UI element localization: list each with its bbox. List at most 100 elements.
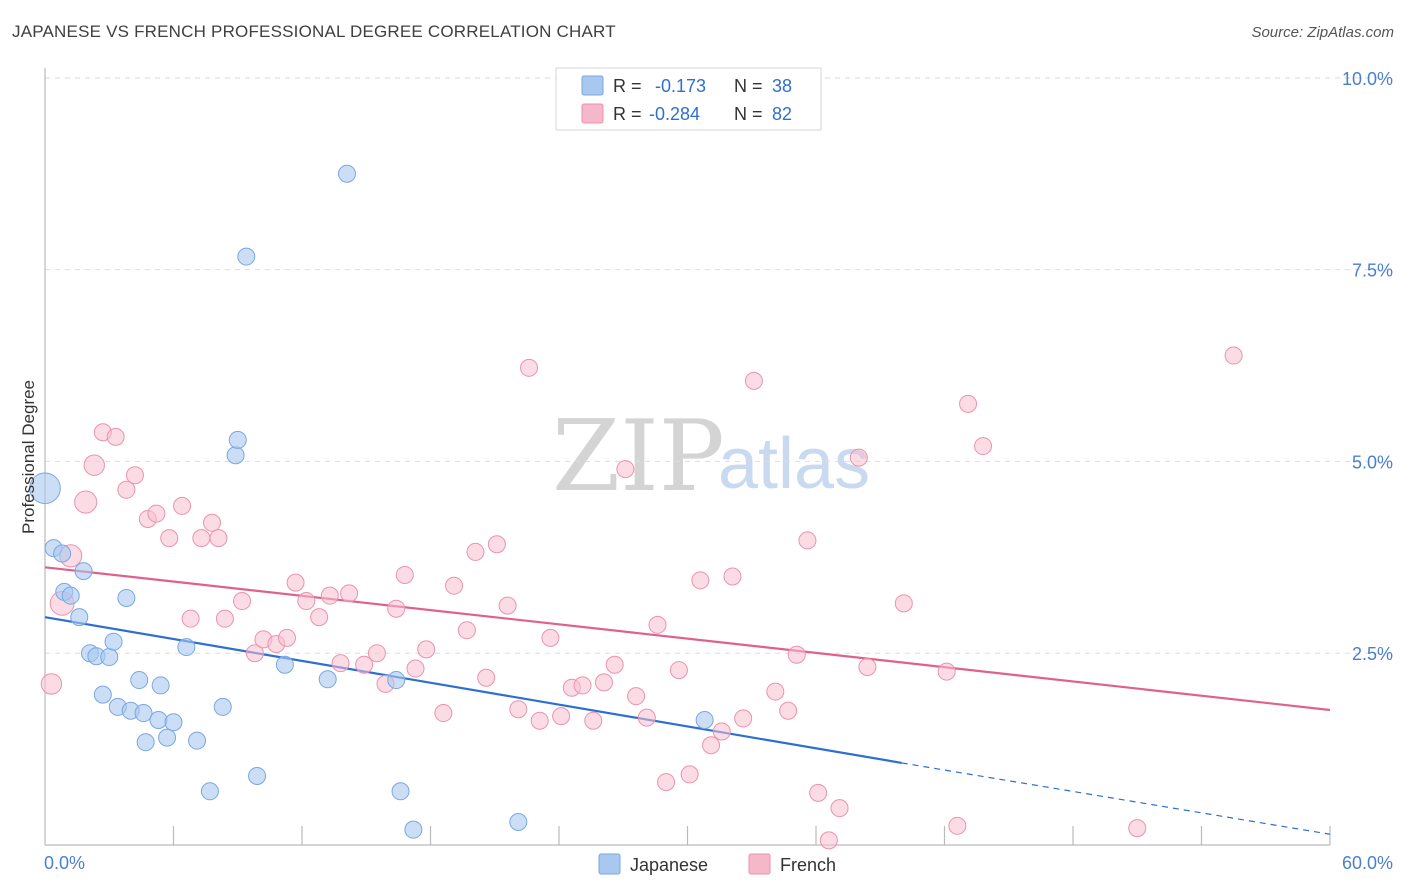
french-point-51 [594, 673, 613, 692]
french-point-24 [297, 592, 316, 611]
french-point-19 [245, 644, 264, 663]
french-point-34 [406, 659, 425, 678]
japanese-point-36 [509, 812, 528, 831]
french-point-45 [530, 711, 549, 730]
french-point-44 [520, 358, 539, 377]
french-point-73 [849, 448, 868, 467]
bottom-legend-label-japanese: Japanese [630, 855, 708, 875]
french-point-28 [340, 584, 359, 603]
x-tick-label-min: 0.0% [44, 853, 85, 873]
y-axis-label: Professional Degree [19, 380, 38, 534]
french-point-62 [712, 722, 731, 741]
french-point-79 [974, 437, 993, 456]
french-point-56 [648, 615, 667, 634]
french-point-15 [203, 513, 222, 532]
french-point-4 [83, 454, 105, 476]
french-series [40, 346, 1243, 850]
french-point-25 [310, 608, 329, 627]
french-point-52 [605, 655, 624, 674]
y-tick-label-2: 7.5% [1352, 261, 1393, 281]
bottom-legend-label-french: French [780, 855, 836, 875]
french-point-11 [160, 529, 179, 548]
chart-title: JAPANESE VS FRENCH PROFESSIONAL DEGREE C… [12, 22, 616, 41]
legend-r-label-french: R = [613, 104, 642, 124]
french-point-69 [798, 531, 817, 550]
legend-n-value-french: 82 [772, 104, 792, 124]
legend-n-value-japanese: 38 [772, 76, 792, 96]
french-point-63 [723, 567, 742, 586]
french-point-18 [233, 592, 252, 611]
french-point-47 [552, 707, 571, 726]
french-point-16 [209, 529, 228, 548]
watermark: ZIP atlas [552, 400, 870, 514]
french-point-13 [181, 609, 200, 628]
french-point-32 [387, 599, 406, 618]
french-point-37 [445, 576, 464, 595]
bottom-legend: Japanese French [598, 853, 836, 875]
source-label: Source: ZipAtlas.com [1251, 24, 1394, 41]
legend-n-label-french: N = [734, 104, 763, 124]
legend-swatch-french [581, 103, 604, 124]
french-point-64 [734, 709, 753, 728]
french-point-81 [1224, 346, 1243, 365]
french-point-55 [637, 708, 656, 727]
watermark-zip: ZIP [552, 400, 725, 514]
legend-n-label-japanese: N = [734, 76, 763, 96]
japanese-point-37 [695, 710, 714, 729]
japanese-point-15 [130, 671, 149, 690]
japanese-point-17 [136, 733, 155, 752]
french-point-10 [147, 504, 166, 523]
japanese-point-30 [275, 655, 294, 674]
french-point-30 [367, 644, 386, 663]
japanese-point-9 [93, 685, 112, 704]
french-point-67 [779, 701, 798, 720]
trend-line-french [44, 566, 1331, 712]
legend-r-value-french: -0.284 [649, 104, 700, 124]
y-tick-label-1: 5.0% [1352, 452, 1393, 472]
french-point-33 [395, 565, 414, 584]
legend: R = -0.173 N = 38 R = -0.284 N = 82 [555, 67, 822, 131]
japanese-point-6 [74, 562, 93, 581]
japanese-point-29 [248, 766, 267, 785]
y-tick-label-0: 2.5% [1352, 644, 1393, 664]
french-point-75 [894, 594, 913, 613]
french-point-77 [948, 816, 967, 835]
japanese-point-18 [149, 710, 168, 729]
watermark-atlas: atlas [718, 424, 870, 504]
japanese-point-35 [404, 820, 423, 839]
french-point-35 [417, 640, 436, 659]
french-point-59 [680, 765, 699, 784]
french-point-43 [509, 700, 528, 719]
french-point-60 [691, 571, 710, 590]
french-point-41 [487, 535, 506, 554]
japanese-point-23 [188, 731, 207, 750]
french-point-49 [573, 676, 592, 695]
japanese-series [29, 164, 714, 839]
japanese-point-19 [151, 676, 170, 695]
french-point-61 [702, 736, 721, 755]
japanese-point-26 [226, 446, 245, 465]
french-point-39 [466, 542, 485, 561]
japanese-point-31 [318, 670, 337, 689]
japanese-point-27 [228, 430, 247, 449]
french-point-7 [117, 480, 136, 499]
japanese-point-33 [387, 671, 406, 690]
french-point-40 [477, 668, 496, 687]
french-point-38 [457, 621, 476, 640]
japanese-point-20 [158, 728, 177, 747]
french-point-78 [959, 394, 978, 413]
french-point-71 [819, 831, 838, 850]
french-point-74 [858, 658, 877, 677]
french-point-8 [125, 466, 144, 485]
legend-swatch-japanese [581, 75, 604, 96]
axes [44, 68, 1331, 846]
japanese-point-11 [104, 632, 123, 651]
french-point-58 [669, 661, 688, 680]
french-point-36 [434, 704, 453, 723]
french-point-72 [830, 799, 849, 818]
french-point-14 [192, 529, 211, 548]
y-tick-labels: 2.5% 5.0% 7.5% 10.0% [1342, 69, 1393, 664]
japanese-point-34 [391, 782, 410, 801]
japanese-point-25 [213, 697, 232, 716]
